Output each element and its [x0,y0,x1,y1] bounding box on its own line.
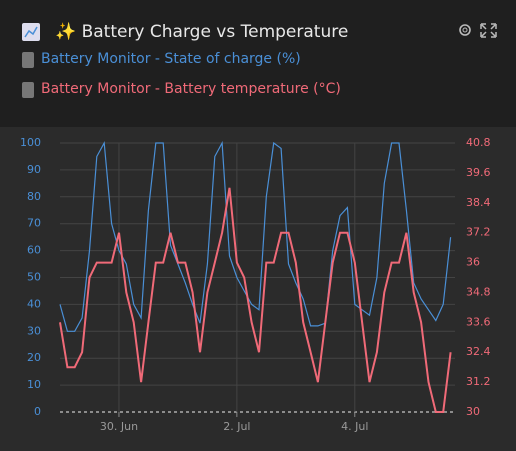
y2-tick-label: 37.2 [466,226,491,239]
y-tick-label: 10 [27,378,41,391]
card-actions[interactable] [456,20,506,40]
x-tick-label: 4. Jul [341,420,368,433]
y2-tick-label: 30 [466,405,480,418]
x-tick-label: 2. Jul [223,420,250,433]
card-header: ✨ Battery Charge vs Temperature Battery … [0,0,516,127]
y2-tick-label: 40.8 [466,136,491,149]
y-tick-label: 100 [20,136,41,149]
battery-icon [22,52,34,68]
y2-tick-label: 31.2 [466,375,491,388]
y-tick-label: 50 [27,271,41,284]
y-tick-label: 70 [27,217,41,230]
y-tick-label: 20 [27,351,41,364]
legend-entry[interactable]: Battery Monitor - Battery temperature (°… [41,81,341,97]
y-tick-label: 40 [27,297,41,310]
chart-icon [22,23,40,41]
y-tick-label: 0 [34,405,41,418]
y2-tick-label: 38.4 [466,196,491,209]
y2-tick-label: 33.6 [466,315,491,328]
y2-tick-label: 34.8 [466,285,491,298]
y-tick-label: 60 [27,244,41,257]
y2-tick-label: 36 [466,256,480,269]
y-tick-label: 30 [27,324,41,337]
chart-title: ✨ Battery Charge vs Temperature [55,22,349,42]
series-line [59,140,452,332]
legend-entry[interactable]: Battery Monitor - State of charge (%) [41,51,301,67]
y2-tick-label: 32.4 [466,345,491,358]
series-line [59,187,452,413]
y2-tick-label: 39.6 [466,166,491,179]
battery-icon [22,82,34,98]
y-tick-label: 80 [27,190,41,203]
x-tick-label: 30. Jun [100,420,138,433]
y-tick-label: 90 [27,163,41,176]
